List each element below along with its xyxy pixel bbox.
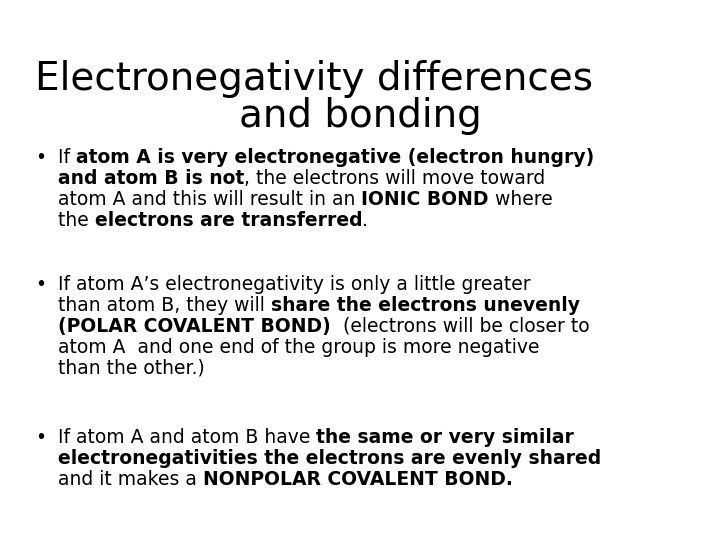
Text: where: where xyxy=(489,190,553,209)
Text: •: • xyxy=(35,275,46,294)
Text: than the other.): than the other.) xyxy=(58,359,204,378)
Text: than atom B, they will: than atom B, they will xyxy=(58,296,271,315)
Text: (electrons will be closer to: (electrons will be closer to xyxy=(330,317,590,336)
Text: IONIC BOND: IONIC BOND xyxy=(361,190,489,209)
Text: NONPOLAR COVALENT BOND.: NONPOLAR COVALENT BOND. xyxy=(203,470,513,489)
Text: the: the xyxy=(58,211,95,230)
Text: the same or very similar: the same or very similar xyxy=(316,428,575,447)
Text: •: • xyxy=(35,428,46,447)
Text: Electronegativity differences: Electronegativity differences xyxy=(35,60,593,98)
Text: and atom B is not: and atom B is not xyxy=(58,169,244,188)
Text: and bonding: and bonding xyxy=(238,97,482,135)
Text: (POLAR COVALENT BOND): (POLAR COVALENT BOND) xyxy=(58,317,330,336)
Text: atom A and this will result in an: atom A and this will result in an xyxy=(58,190,361,209)
Text: share the electrons unevenly: share the electrons unevenly xyxy=(271,296,580,315)
Text: .: . xyxy=(362,211,368,230)
Text: atom A  and one end of the group is more negative: atom A and one end of the group is more … xyxy=(58,338,539,357)
Text: If: If xyxy=(58,148,76,167)
Text: electronegativities the electrons are evenly shared: electronegativities the electrons are ev… xyxy=(58,449,601,468)
Text: , the electrons will move toward: , the electrons will move toward xyxy=(244,169,546,188)
Text: atom A is very electronegative (electron hungry): atom A is very electronegative (electron… xyxy=(76,148,594,167)
Text: electrons are transferred: electrons are transferred xyxy=(95,211,362,230)
Text: If atom A’s electronegativity is only a little greater: If atom A’s electronegativity is only a … xyxy=(58,275,531,294)
Text: If atom A and atom B have: If atom A and atom B have xyxy=(58,428,316,447)
Text: •: • xyxy=(35,148,46,167)
Text: and it makes a: and it makes a xyxy=(58,470,203,489)
